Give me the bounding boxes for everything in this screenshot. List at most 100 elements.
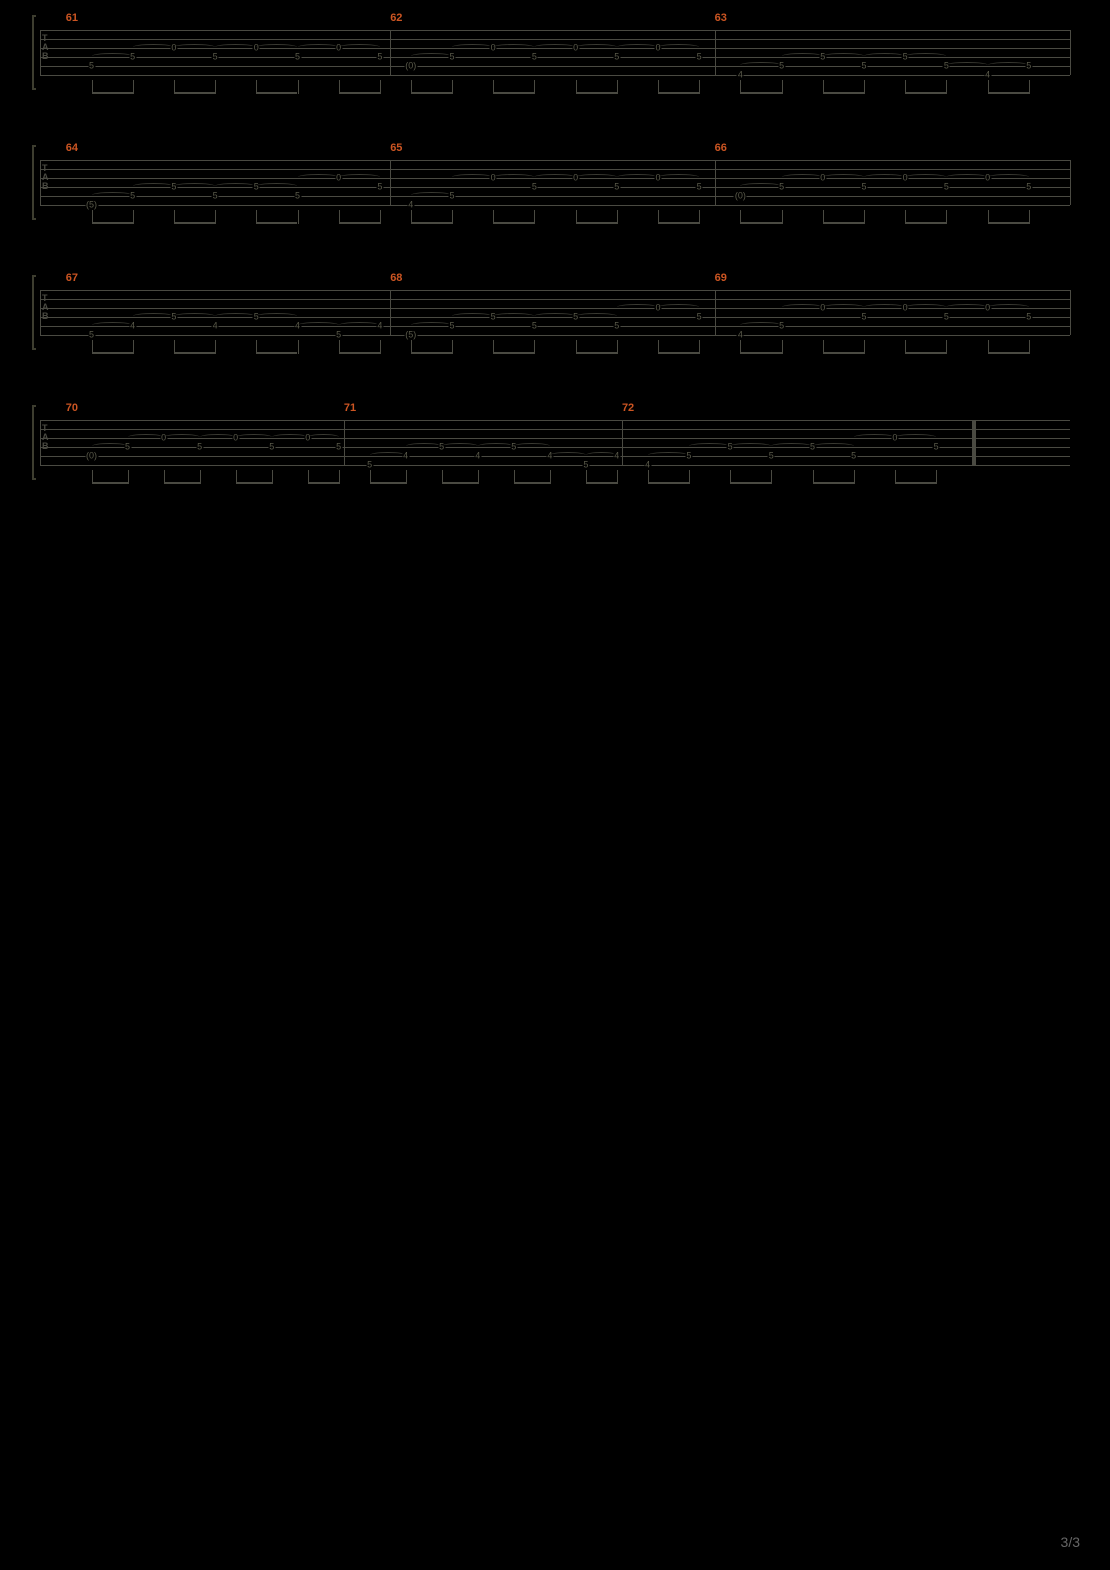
fret-number: 5 xyxy=(1025,62,1032,71)
slur xyxy=(988,62,1029,68)
slur xyxy=(174,183,215,189)
tab-row: TAB70(0)505050571545454547245555505 xyxy=(40,420,1070,500)
note-stem xyxy=(782,340,783,354)
measure-number: 62 xyxy=(390,12,402,24)
beam xyxy=(576,222,617,224)
note-stem xyxy=(200,470,201,484)
fret-number: 5 xyxy=(860,62,867,71)
slur xyxy=(411,192,452,198)
slur xyxy=(406,443,442,449)
fret-number: 5 xyxy=(1025,313,1032,322)
measure-number: 63 xyxy=(715,12,727,24)
beam xyxy=(493,222,534,224)
tab-clef: TAB xyxy=(42,34,49,61)
barline xyxy=(40,30,41,75)
tab-clef: TAB xyxy=(42,294,49,321)
slur xyxy=(658,174,699,180)
note-stem xyxy=(128,470,129,484)
beam xyxy=(658,352,699,354)
slur xyxy=(164,434,200,440)
note-stem xyxy=(699,210,700,224)
fret-number: 4 xyxy=(613,452,620,461)
slur xyxy=(576,313,617,319)
slur xyxy=(92,53,133,59)
slur xyxy=(478,443,514,449)
beam xyxy=(164,482,200,484)
measure-number: 69 xyxy=(715,272,727,284)
fret-number: (0) xyxy=(85,452,98,461)
beam xyxy=(256,222,297,224)
fret-number: 5 xyxy=(212,53,219,62)
slur xyxy=(782,304,823,310)
tab-bracket xyxy=(32,15,36,90)
staff-line xyxy=(40,39,1070,40)
slur xyxy=(339,322,380,328)
slur xyxy=(946,304,987,310)
beam xyxy=(648,482,689,484)
slur xyxy=(452,44,493,50)
note-stem xyxy=(617,470,618,484)
beam xyxy=(339,222,380,224)
staff-line xyxy=(40,299,1070,300)
beam xyxy=(256,92,297,94)
fret-number: 5 xyxy=(268,443,275,452)
slur xyxy=(298,44,339,50)
slur xyxy=(256,183,297,189)
fret-number: 5 xyxy=(88,62,95,71)
beam xyxy=(174,222,215,224)
fret-number: 5 xyxy=(366,461,373,470)
fret-number: 5 xyxy=(778,322,785,331)
slur xyxy=(92,192,133,198)
note-stem xyxy=(936,470,937,484)
note-stem xyxy=(298,80,299,94)
slur xyxy=(648,452,689,458)
beam xyxy=(658,222,699,224)
slur xyxy=(256,44,297,50)
fret-number: 5 xyxy=(212,192,219,201)
tab-row: TAB64(5)5555505654505050566(0)5050505 xyxy=(40,160,1070,240)
slur xyxy=(782,53,823,59)
slur xyxy=(215,44,256,50)
end-barline xyxy=(972,420,976,465)
staff-line xyxy=(40,290,1070,291)
staff-line xyxy=(40,66,1070,67)
note-stem xyxy=(215,340,216,354)
staff-line xyxy=(40,429,1070,430)
slur xyxy=(272,434,308,440)
slur xyxy=(215,313,256,319)
staff-line xyxy=(40,75,1070,76)
beam xyxy=(174,352,215,354)
slur xyxy=(452,174,493,180)
fret-number: 5 xyxy=(531,53,538,62)
measure-number: 68 xyxy=(390,272,402,284)
fret-number: 5 xyxy=(860,183,867,192)
fret-number: 5 xyxy=(376,183,383,192)
fret-number: 4 xyxy=(212,322,219,331)
slur xyxy=(988,174,1029,180)
note-stem xyxy=(534,210,535,224)
fret-number: 5 xyxy=(685,452,692,461)
fret-number: 5 xyxy=(294,192,301,201)
note-stem xyxy=(298,340,299,354)
fret-number: 5 xyxy=(613,183,620,192)
staff-line xyxy=(40,30,1070,31)
barline xyxy=(1070,160,1071,205)
fret-number: 4 xyxy=(737,71,744,80)
staff-line xyxy=(40,420,1070,421)
beam xyxy=(256,352,297,354)
beam xyxy=(988,352,1029,354)
tab-staff: TAB64(5)5555505654505050566(0)5050505 xyxy=(40,160,1070,214)
note-stem xyxy=(133,210,134,224)
beam xyxy=(988,92,1029,94)
barline xyxy=(1070,30,1071,75)
slur xyxy=(256,313,297,319)
barline xyxy=(40,420,41,465)
fret-number: 5 xyxy=(88,331,95,340)
note-stem xyxy=(699,340,700,354)
fret-number: 5 xyxy=(335,331,342,340)
barline xyxy=(390,30,391,75)
slur xyxy=(550,452,586,458)
slur xyxy=(236,434,272,440)
beam xyxy=(740,222,781,224)
slur xyxy=(905,174,946,180)
